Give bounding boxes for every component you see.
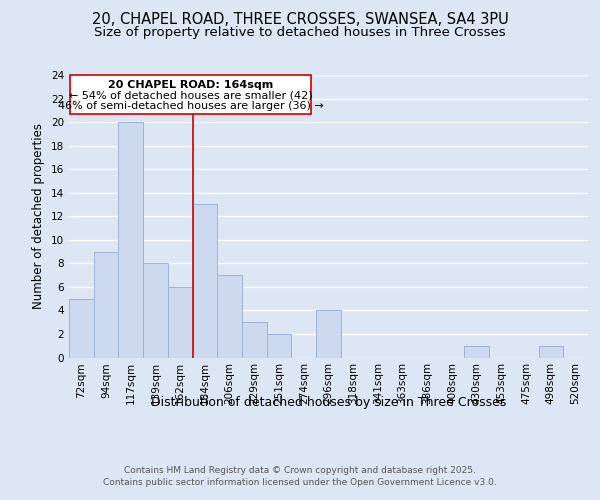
Bar — [267, 334, 292, 357]
Bar — [242, 322, 267, 358]
Bar — [69, 298, 94, 358]
Text: Distribution of detached houses by size in Three Crosses: Distribution of detached houses by size … — [151, 396, 506, 409]
Text: 20 CHAPEL ROAD: 164sqm: 20 CHAPEL ROAD: 164sqm — [108, 80, 274, 90]
Bar — [143, 264, 168, 358]
Bar — [94, 252, 118, 358]
Text: ← 54% of detached houses are smaller (42): ← 54% of detached houses are smaller (42… — [69, 91, 313, 101]
Bar — [70, 75, 311, 114]
Bar — [118, 122, 143, 358]
Text: Contains HM Land Registry data © Crown copyright and database right 2025.: Contains HM Land Registry data © Crown c… — [124, 466, 476, 475]
Bar — [464, 346, 489, 358]
Bar — [539, 346, 563, 358]
Bar — [316, 310, 341, 358]
Bar — [217, 275, 242, 357]
Text: 20, CHAPEL ROAD, THREE CROSSES, SWANSEA, SA4 3PU: 20, CHAPEL ROAD, THREE CROSSES, SWANSEA,… — [92, 12, 508, 28]
Text: Contains public sector information licensed under the Open Government Licence v3: Contains public sector information licen… — [103, 478, 497, 487]
Y-axis label: Number of detached properties: Number of detached properties — [32, 123, 46, 309]
Text: Size of property relative to detached houses in Three Crosses: Size of property relative to detached ho… — [94, 26, 506, 39]
Bar — [168, 287, 193, 358]
Text: 46% of semi-detached houses are larger (36) →: 46% of semi-detached houses are larger (… — [58, 101, 323, 111]
Bar — [193, 204, 217, 358]
